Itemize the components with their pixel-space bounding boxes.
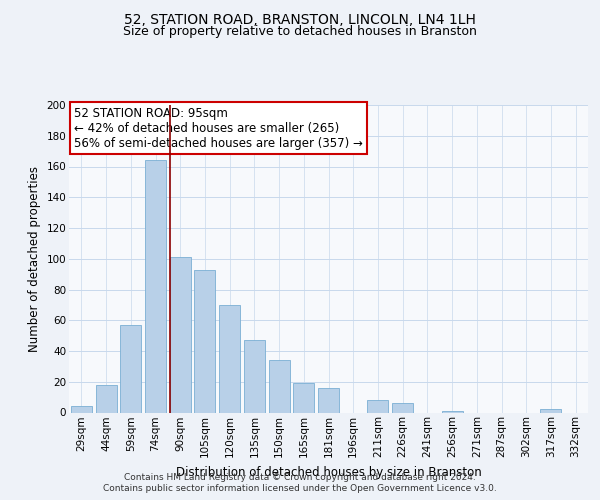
- Bar: [541, 410, 562, 412]
- Text: Contains HM Land Registry data © Crown copyright and database right 2024.: Contains HM Land Registry data © Crown c…: [124, 472, 476, 482]
- Bar: [194, 270, 215, 412]
- Bar: [367, 400, 388, 412]
- Bar: [244, 340, 265, 412]
- Bar: [170, 257, 191, 412]
- Bar: [392, 404, 413, 412]
- Bar: [318, 388, 339, 412]
- Text: Contains public sector information licensed under the Open Government Licence v3: Contains public sector information licen…: [103, 484, 497, 493]
- Bar: [442, 411, 463, 412]
- Bar: [269, 360, 290, 412]
- Bar: [71, 406, 92, 412]
- Bar: [120, 325, 141, 412]
- Bar: [293, 384, 314, 412]
- Text: 52, STATION ROAD, BRANSTON, LINCOLN, LN4 1LH: 52, STATION ROAD, BRANSTON, LINCOLN, LN4…: [124, 12, 476, 26]
- Bar: [219, 305, 240, 412]
- Bar: [145, 160, 166, 412]
- Text: Size of property relative to detached houses in Branston: Size of property relative to detached ho…: [123, 25, 477, 38]
- Bar: [95, 385, 116, 412]
- X-axis label: Distribution of detached houses by size in Branston: Distribution of detached houses by size …: [176, 466, 481, 478]
- Text: 52 STATION ROAD: 95sqm
← 42% of detached houses are smaller (265)
56% of semi-de: 52 STATION ROAD: 95sqm ← 42% of detached…: [74, 106, 363, 150]
- Y-axis label: Number of detached properties: Number of detached properties: [28, 166, 41, 352]
